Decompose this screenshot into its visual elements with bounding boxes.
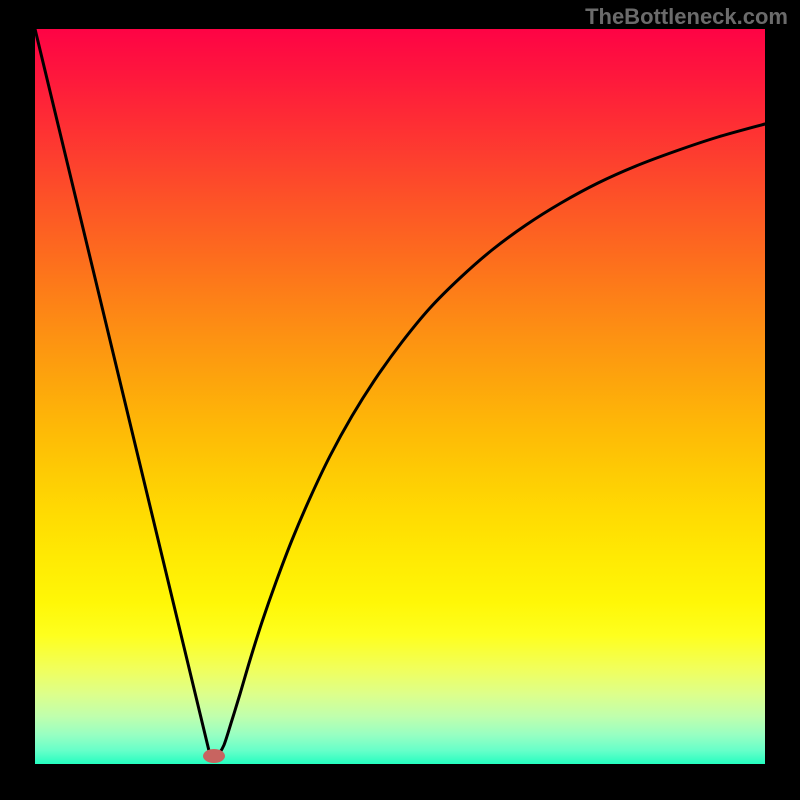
bottleneck-chart xyxy=(0,0,800,800)
watermark-text: TheBottleneck.com xyxy=(585,4,788,30)
optimal-point-marker xyxy=(203,749,225,763)
gradient-plot-area xyxy=(35,29,765,764)
chart-container: TheBottleneck.com xyxy=(0,0,800,800)
